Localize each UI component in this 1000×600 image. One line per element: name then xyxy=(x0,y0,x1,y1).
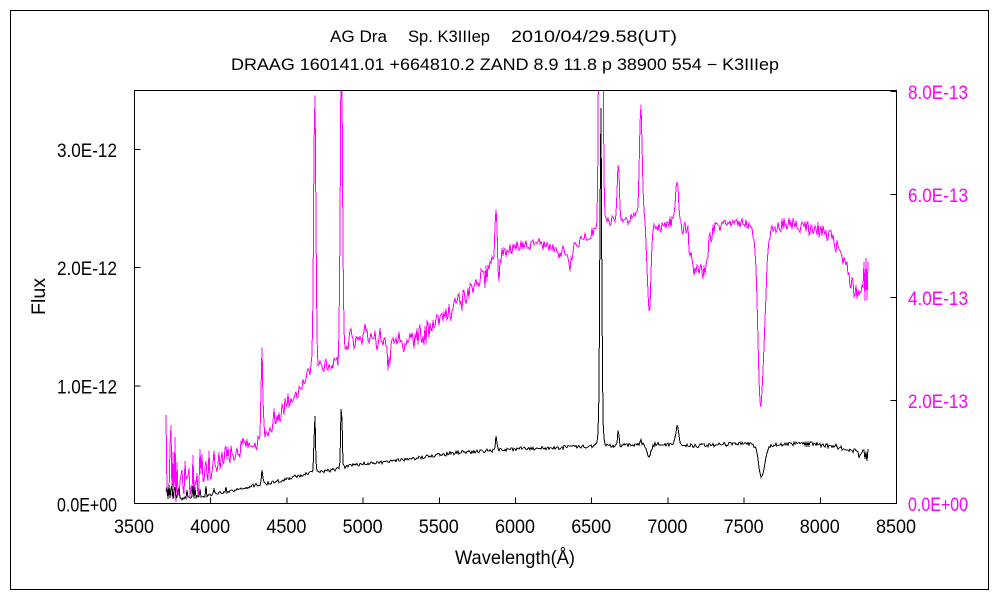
svg-text:8.0E-13: 8.0E-13 xyxy=(908,82,968,104)
svg-text:0.0E+00: 0.0E+00 xyxy=(57,495,117,517)
svg-text:5000: 5000 xyxy=(343,516,383,538)
svg-text:1.0E-12: 1.0E-12 xyxy=(57,376,117,398)
svg-text:0.0E+00: 0.0E+00 xyxy=(908,494,968,516)
svg-text:2.0E-12: 2.0E-12 xyxy=(57,258,117,280)
svg-text:7500: 7500 xyxy=(724,516,764,538)
svg-text:8000: 8000 xyxy=(800,516,840,538)
svg-text:2010/04/29.58(UT): 2010/04/29.58(UT) xyxy=(511,28,677,46)
svg-text:6000: 6000 xyxy=(495,516,535,538)
svg-text:6.0E-13: 6.0E-13 xyxy=(908,185,968,207)
svg-text:AG Dra: AG Dra xyxy=(330,28,388,46)
svg-text:3500: 3500 xyxy=(114,516,154,538)
svg-text:4.0E-13: 4.0E-13 xyxy=(908,288,968,310)
svg-text:3.0E-12: 3.0E-12 xyxy=(57,140,117,162)
svg-text:4500: 4500 xyxy=(266,516,306,538)
svg-text:Sp. K3IIIep: Sp. K3IIIep xyxy=(408,28,490,46)
svg-text:8500: 8500 xyxy=(876,516,916,538)
svg-text:4000: 4000 xyxy=(190,516,230,538)
svg-text:Wavelength(Å): Wavelength(Å) xyxy=(455,546,575,569)
svg-text:7000: 7000 xyxy=(647,516,687,538)
svg-text:5500: 5500 xyxy=(419,516,459,538)
svg-text:DRAAG 160141.01 +664810.2 ZAND: DRAAG 160141.01 +664810.2 ZAND 8.9 11.8 … xyxy=(231,56,779,74)
svg-text:Flux: Flux xyxy=(28,278,50,315)
svg-text:2.0E-13: 2.0E-13 xyxy=(908,391,968,413)
svg-text:6500: 6500 xyxy=(571,516,611,538)
